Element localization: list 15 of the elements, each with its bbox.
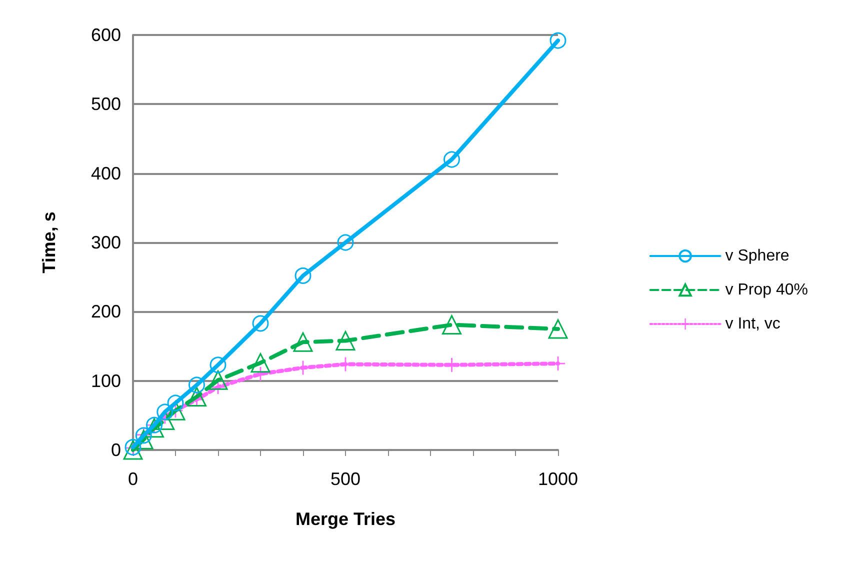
- y-tick-label: 0: [110, 440, 121, 460]
- x-axis-title: Merge Tries: [295, 509, 396, 529]
- y-tick-label: 500: [90, 94, 121, 114]
- legend-label: v Int, vc: [725, 316, 780, 332]
- y-tick-label: 300: [90, 232, 121, 252]
- legend-label: v Sphere: [725, 248, 790, 264]
- y-tick-label: 600: [90, 25, 121, 45]
- y-axis-title: Time, s: [39, 212, 59, 274]
- y-tick-label: 100: [90, 370, 121, 391]
- y-tick-label: 400: [90, 163, 121, 184]
- x-tick-label: 0: [128, 469, 138, 489]
- x-tick-label: 500: [330, 469, 361, 489]
- x-tick-label: 1000: [538, 469, 578, 489]
- legend-label: v Prop 40%: [725, 282, 808, 298]
- y-tick-label: 200: [90, 302, 121, 322]
